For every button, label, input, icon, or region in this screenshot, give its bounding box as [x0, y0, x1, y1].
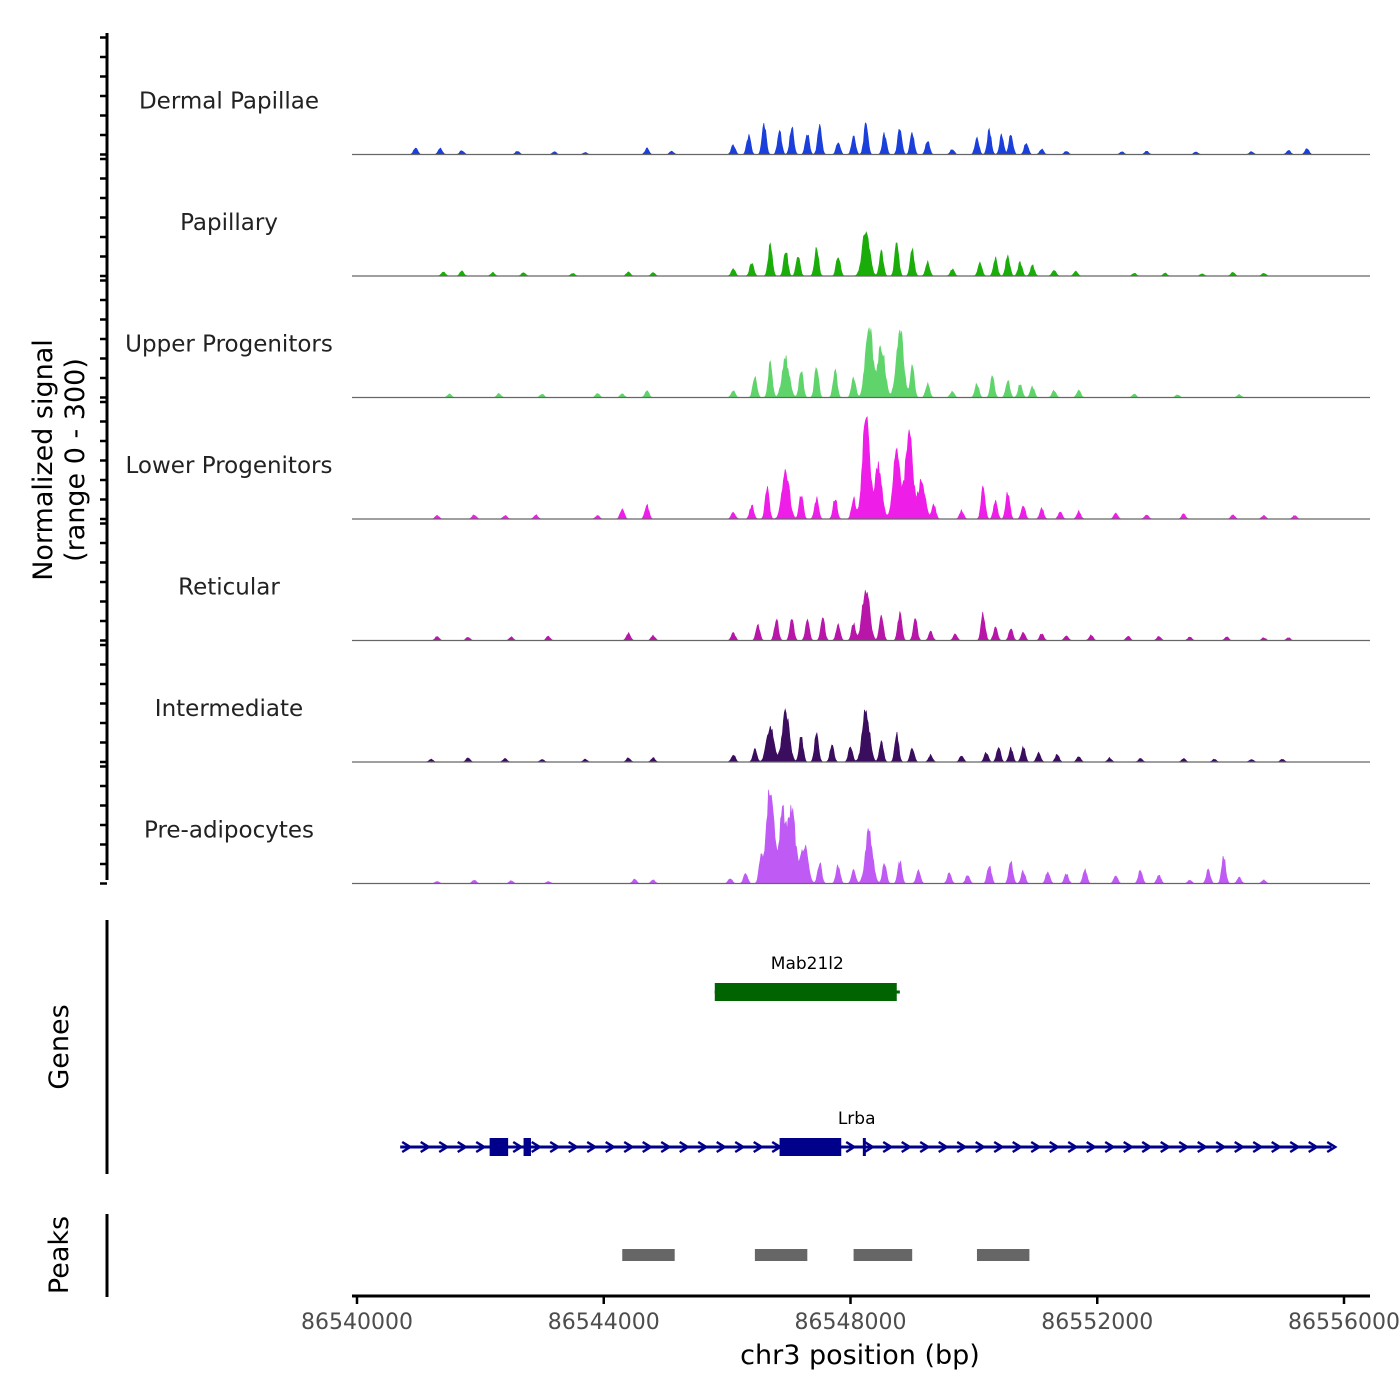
strand-chevron — [938, 1140, 950, 1154]
coverage-tracks: Dermal Papillae Papillary Upper Progenitor… — [125, 89, 1370, 885]
strand-chevron — [716, 1140, 728, 1154]
gene-label-lrba: Lrba — [838, 1109, 876, 1129]
y-axis-label-line1: Normalized signal — [28, 339, 59, 581]
track-label-pre-adipocytes: Pre-adipocytes — [144, 818, 314, 844]
gene-exon — [779, 1138, 842, 1156]
gene-label-mab21l2: Mab21l2 — [771, 954, 844, 974]
peak-bar — [754, 1249, 808, 1261]
gene-mab21l2: Mab21l2 — [714, 954, 900, 1001]
strand-chevron — [1326, 1140, 1338, 1154]
strand-chevron — [993, 1140, 1005, 1154]
x-tick-label: 86544000 — [548, 1310, 660, 1335]
strand-chevron — [1067, 1140, 1079, 1154]
y-axis-label-line2: (range 0 - 300) — [60, 358, 91, 562]
strand-chevron — [753, 1140, 765, 1154]
signal-area-papillary — [394, 231, 1326, 277]
gene-exon — [714, 983, 897, 1001]
signal-area-reticular — [394, 590, 1326, 641]
strand-chevron — [1030, 1140, 1042, 1154]
strand-chevron — [1252, 1140, 1264, 1154]
track-upper-progenitors: Upper Progenitors — [125, 327, 1370, 399]
strand-chevron — [919, 1140, 931, 1154]
strand-chevron — [1178, 1140, 1190, 1154]
x-axis: 86540000 86544000 86548000 86552000 86556000 — [301, 1296, 1400, 1335]
track-label-upper-progenitors: Upper Progenitors — [125, 332, 333, 358]
strand-chevron — [568, 1140, 580, 1154]
track-label-lower-progenitors: Lower Progenitors — [126, 453, 333, 479]
signal-area-lower-progenitors — [394, 415, 1326, 520]
x-axis-label: chr3 position (bp) — [740, 1340, 980, 1371]
signal-area-dermal-papillae — [394, 122, 1326, 155]
strand-chevron — [586, 1140, 598, 1154]
strand-chevron — [734, 1140, 746, 1154]
strand-chevron — [901, 1140, 913, 1154]
peaks-panel-label: Peaks — [44, 1216, 75, 1294]
strand-chevron — [882, 1140, 894, 1154]
strand-chevron — [1086, 1140, 1098, 1154]
coverage-y-axis — [100, 33, 109, 885]
x-tick-label: 86548000 — [795, 1310, 907, 1335]
strand-chevron — [420, 1140, 432, 1154]
strand-chevron — [401, 1140, 413, 1154]
strand-chevron — [956, 1140, 968, 1154]
strand-chevron — [660, 1140, 672, 1154]
strand-chevron — [531, 1140, 543, 1154]
strand-chevron — [1234, 1140, 1246, 1154]
strand-chevron — [697, 1140, 709, 1154]
strand-chevron — [864, 1140, 876, 1154]
signal-area-intermediate — [394, 708, 1326, 763]
strand-chevron — [512, 1140, 524, 1154]
track-label-reticular: Reticular — [178, 575, 280, 601]
peak-bar — [976, 1249, 1030, 1261]
strand-chevron — [1049, 1140, 1061, 1154]
track-lower-progenitors: Lower Progenitors — [126, 415, 1370, 520]
strand-chevron — [845, 1140, 857, 1154]
track-intermediate: Intermediate — [155, 696, 1370, 763]
track-pre-adipocytes: Pre-adipocytes — [144, 789, 1370, 885]
track-reticular: Reticular — [178, 575, 1370, 642]
strand-chevron — [438, 1140, 450, 1154]
peak-bar — [622, 1249, 675, 1261]
track-label-intermediate: Intermediate — [155, 696, 303, 722]
signal-area-pre-adipocytes — [394, 789, 1326, 884]
x-tick-label: 86540000 — [301, 1310, 413, 1335]
gene-exon — [523, 1138, 531, 1156]
peak-bar — [853, 1249, 913, 1261]
strand-chevron — [1123, 1140, 1135, 1154]
track-papillary: Papillary — [180, 210, 1370, 277]
x-tick-label: 86556000 — [1288, 1310, 1400, 1335]
gene-annotation-track: Mab21l2 Lrba — [400, 954, 1338, 1156]
gene-exon — [862, 1138, 866, 1156]
strand-chevron — [642, 1140, 654, 1154]
strand-chevron — [1289, 1140, 1301, 1154]
strand-chevron — [1141, 1140, 1153, 1154]
strand-chevron — [1308, 1140, 1320, 1154]
strand-chevron — [457, 1140, 469, 1154]
strand-chevron — [605, 1140, 617, 1154]
track-label-papillary: Papillary — [180, 210, 278, 236]
strand-chevron — [1215, 1140, 1227, 1154]
strand-chevron — [475, 1140, 487, 1154]
strand-chevron — [549, 1140, 561, 1154]
signal-area-upper-progenitors — [394, 327, 1326, 398]
strand-chevron — [679, 1140, 691, 1154]
gene-exon — [489, 1138, 509, 1156]
strand-chevron — [1160, 1140, 1172, 1154]
genes-panel-label: Genes — [44, 1004, 75, 1089]
strand-chevron — [1012, 1140, 1024, 1154]
gene-lrba: Lrba — [400, 1109, 1338, 1156]
strand-chevron — [623, 1140, 635, 1154]
strand-chevron — [1271, 1140, 1283, 1154]
peak-track — [622, 1249, 1030, 1261]
strand-chevron — [1104, 1140, 1116, 1154]
track-dermal-papillae: Dermal Papillae — [139, 89, 1370, 156]
x-tick-label: 86552000 — [1041, 1310, 1153, 1335]
strand-chevron — [975, 1140, 987, 1154]
strand-chevron — [1197, 1140, 1209, 1154]
track-label-dermal-papillae: Dermal Papillae — [139, 89, 319, 115]
